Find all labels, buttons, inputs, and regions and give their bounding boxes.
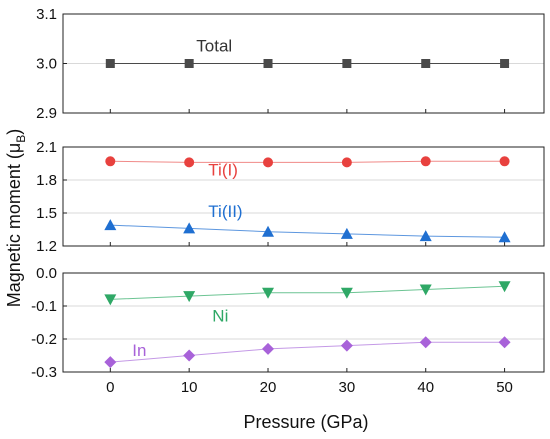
panel-titanium: 1.2 1.5 1.8 2.1 Ti(I) Ti(II) (36, 139, 545, 255)
data-point-in (340, 339, 353, 352)
data-point-ti-ii (104, 219, 117, 231)
series-line-ti-ii (110, 224, 505, 238)
data-point-ti-i (499, 156, 510, 167)
panel-frame (62, 13, 545, 114)
series-line-ti-i (110, 160, 505, 163)
series-ti-ii: Ti(II) (104, 202, 511, 243)
data-point-in (183, 349, 196, 362)
data-point-ni (340, 287, 353, 299)
data-point-ti-i (263, 157, 274, 168)
data-point-ti-ii (340, 227, 353, 239)
x-tick-label: 0 (106, 379, 114, 396)
series-label-ti-i: Ti(I) (208, 160, 238, 179)
series-ni: Ni (104, 281, 511, 325)
series-ti-i: Ti(I) (105, 156, 510, 179)
y-tick-label: 2.1 (36, 139, 57, 156)
x-tick-label: 20 (260, 379, 277, 396)
data-point-in (419, 336, 432, 349)
panel-ni-in: -0.3 -0.2 -0.1 0.0 Ni In (31, 265, 545, 381)
x-tick-label: 50 (496, 379, 513, 396)
data-point-total (342, 59, 352, 68)
series-label-ni: Ni (212, 306, 228, 325)
y-tick-label: -0.3 (31, 364, 57, 381)
data-point-ti-i (420, 156, 431, 167)
data-point-in (262, 342, 275, 355)
y-axis-title-close: ) (4, 129, 24, 135)
data-point-ni (262, 287, 275, 299)
data-point-ni (183, 291, 196, 303)
data-point-in (104, 356, 117, 369)
y-axis-title-main: Magnetic moment (μ (4, 143, 24, 307)
data-point-ni (498, 281, 511, 293)
data-point-total (421, 59, 431, 68)
data-point-total (184, 59, 194, 68)
y-tick-label: -0.2 (31, 331, 57, 348)
y-tick-label: 3.1 (36, 6, 57, 23)
series-total: Total (105, 37, 510, 68)
x-axis-title: Pressure (GPa) (243, 412, 368, 432)
data-point-ni (104, 294, 117, 306)
x-axis: 0 10 20 30 40 50 (106, 379, 513, 396)
series-label-ti-ii: Ti(II) (208, 202, 242, 221)
data-point-ti-i (341, 157, 352, 168)
y-tick-label: 0.0 (36, 265, 57, 282)
series-label-in: In (132, 341, 146, 360)
data-point-ti-ii (419, 230, 432, 242)
data-point-total (105, 59, 115, 68)
y-tick-label: 2.9 (36, 105, 57, 122)
y-tick-label: 1.5 (36, 205, 57, 222)
data-point-ti-ii (498, 231, 511, 243)
data-point-ti-i (184, 157, 195, 168)
y-tick-label: -0.1 (31, 298, 57, 315)
y-tick-label: 3.0 (36, 56, 57, 73)
x-tick-label: 30 (339, 379, 356, 396)
panel-total: 2.9 3.0 3.1 Total (36, 6, 545, 122)
data-point-ti-i (105, 156, 116, 167)
series-in: In (104, 336, 511, 369)
x-tick-label: 40 (417, 379, 434, 396)
series-line-ni (110, 285, 505, 300)
y-tick-label: 1.2 (36, 238, 57, 255)
panel-frame (62, 272, 545, 373)
y-tick-label: 1.8 (36, 172, 57, 189)
data-point-ti-ii (262, 225, 275, 237)
data-point-in (498, 336, 511, 349)
data-point-ti-ii (183, 222, 196, 234)
y-axis-title-subscript: B (14, 135, 28, 143)
data-point-total (263, 59, 273, 68)
panel-frame (62, 146, 545, 247)
y-axis-title: Magnetic moment (μB) (4, 129, 28, 307)
series-line-in (110, 341, 505, 363)
series-label-total: Total (196, 37, 232, 56)
data-point-total (500, 59, 510, 68)
data-point-ni (419, 284, 432, 296)
x-tick-label: 10 (181, 379, 198, 396)
